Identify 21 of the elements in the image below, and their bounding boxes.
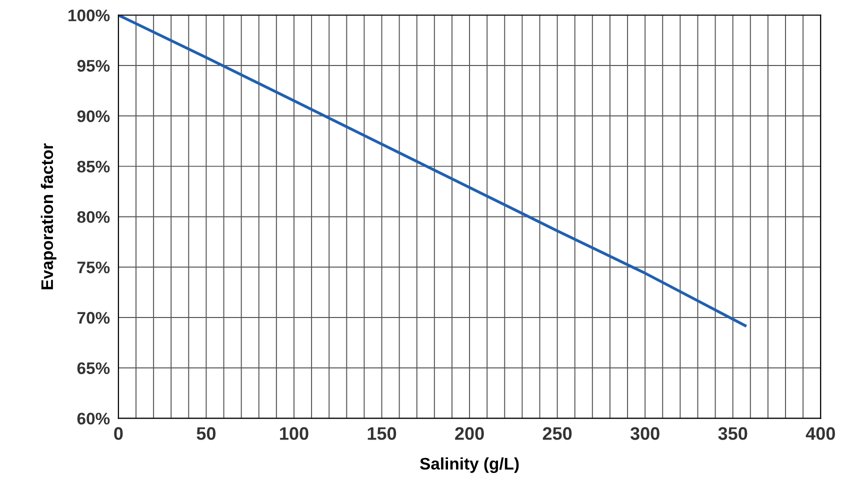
y-tick-label: 85% (77, 160, 110, 173)
x-tick-label: 250 (542, 427, 572, 440)
x-tick-label: 200 (455, 427, 484, 440)
x-tick-label: 50 (196, 427, 216, 440)
y-tick-label: 95% (77, 60, 110, 72)
x-axis-title: Salinity (g/L) (420, 457, 519, 473)
x-tick-label: 400 (806, 427, 835, 440)
x-tick-label: 100 (280, 427, 308, 440)
y-tick-label: 60% (77, 412, 110, 425)
y-tick-label: 70% (77, 312, 110, 324)
y-tick-label: 100% (68, 10, 110, 22)
line-series (118, 15, 747, 327)
x-tick-label: 350 (718, 427, 748, 440)
y-tick-label: 65% (77, 362, 110, 374)
x-tick-label: 300 (630, 427, 660, 440)
x-tick-label: 0 (114, 427, 123, 440)
y-tick-label: 90% (77, 110, 110, 122)
x-tick-label: 150 (368, 427, 396, 440)
y-tick-label: 80% (77, 211, 110, 223)
y-axis-title: Evaporation factor (40, 143, 56, 290)
y-tick-label: 75% (77, 262, 110, 274)
